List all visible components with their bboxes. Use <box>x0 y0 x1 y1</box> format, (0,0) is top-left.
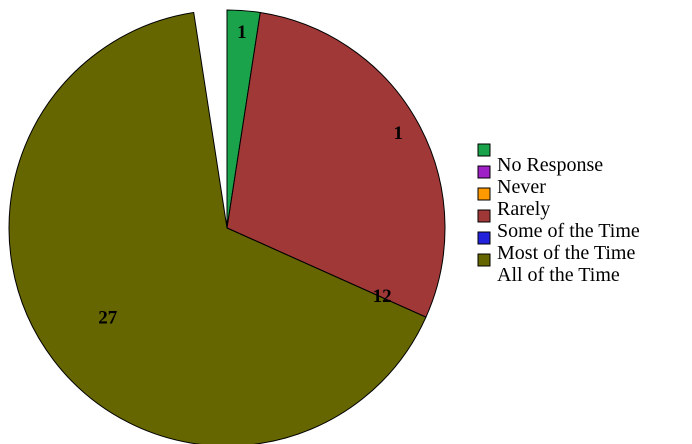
legend-swatch-some-of-the-time <box>477 209 491 223</box>
pie-slice-all-of-the-time <box>8 11 427 444</box>
legend-label-some-of-the-time: Some of the Time <box>497 220 640 242</box>
legend-label-rarely: Rarely <box>497 198 550 220</box>
legend-swatch-most-of-the-time <box>477 231 491 245</box>
legend-swatch-rarely <box>477 187 491 201</box>
legend-label-all-of-the-time: All of the Time <box>497 264 620 286</box>
legend-swatch-no-response <box>477 143 491 157</box>
legend-label-no-response: No Response <box>497 154 603 176</box>
legend-swatch-all-of-the-time <box>477 253 491 267</box>
data-label-some-of-the-time: 1 <box>394 123 404 144</box>
legend-swatch-never <box>477 165 491 179</box>
legend-label-most-of-the-time: Most of the Time <box>497 242 635 264</box>
pie-data-labels: 1 1 12 27 <box>98 22 403 328</box>
pie-slices <box>8 9 446 444</box>
pie-slice-some-of-the-time <box>226 11 446 318</box>
data-label-no-response: 1 <box>237 22 247 43</box>
data-label-all-of-the-time: 27 <box>98 307 118 328</box>
legend-label-never: Never <box>497 176 546 198</box>
data-label-most-of-the-time: 12 <box>373 286 392 307</box>
